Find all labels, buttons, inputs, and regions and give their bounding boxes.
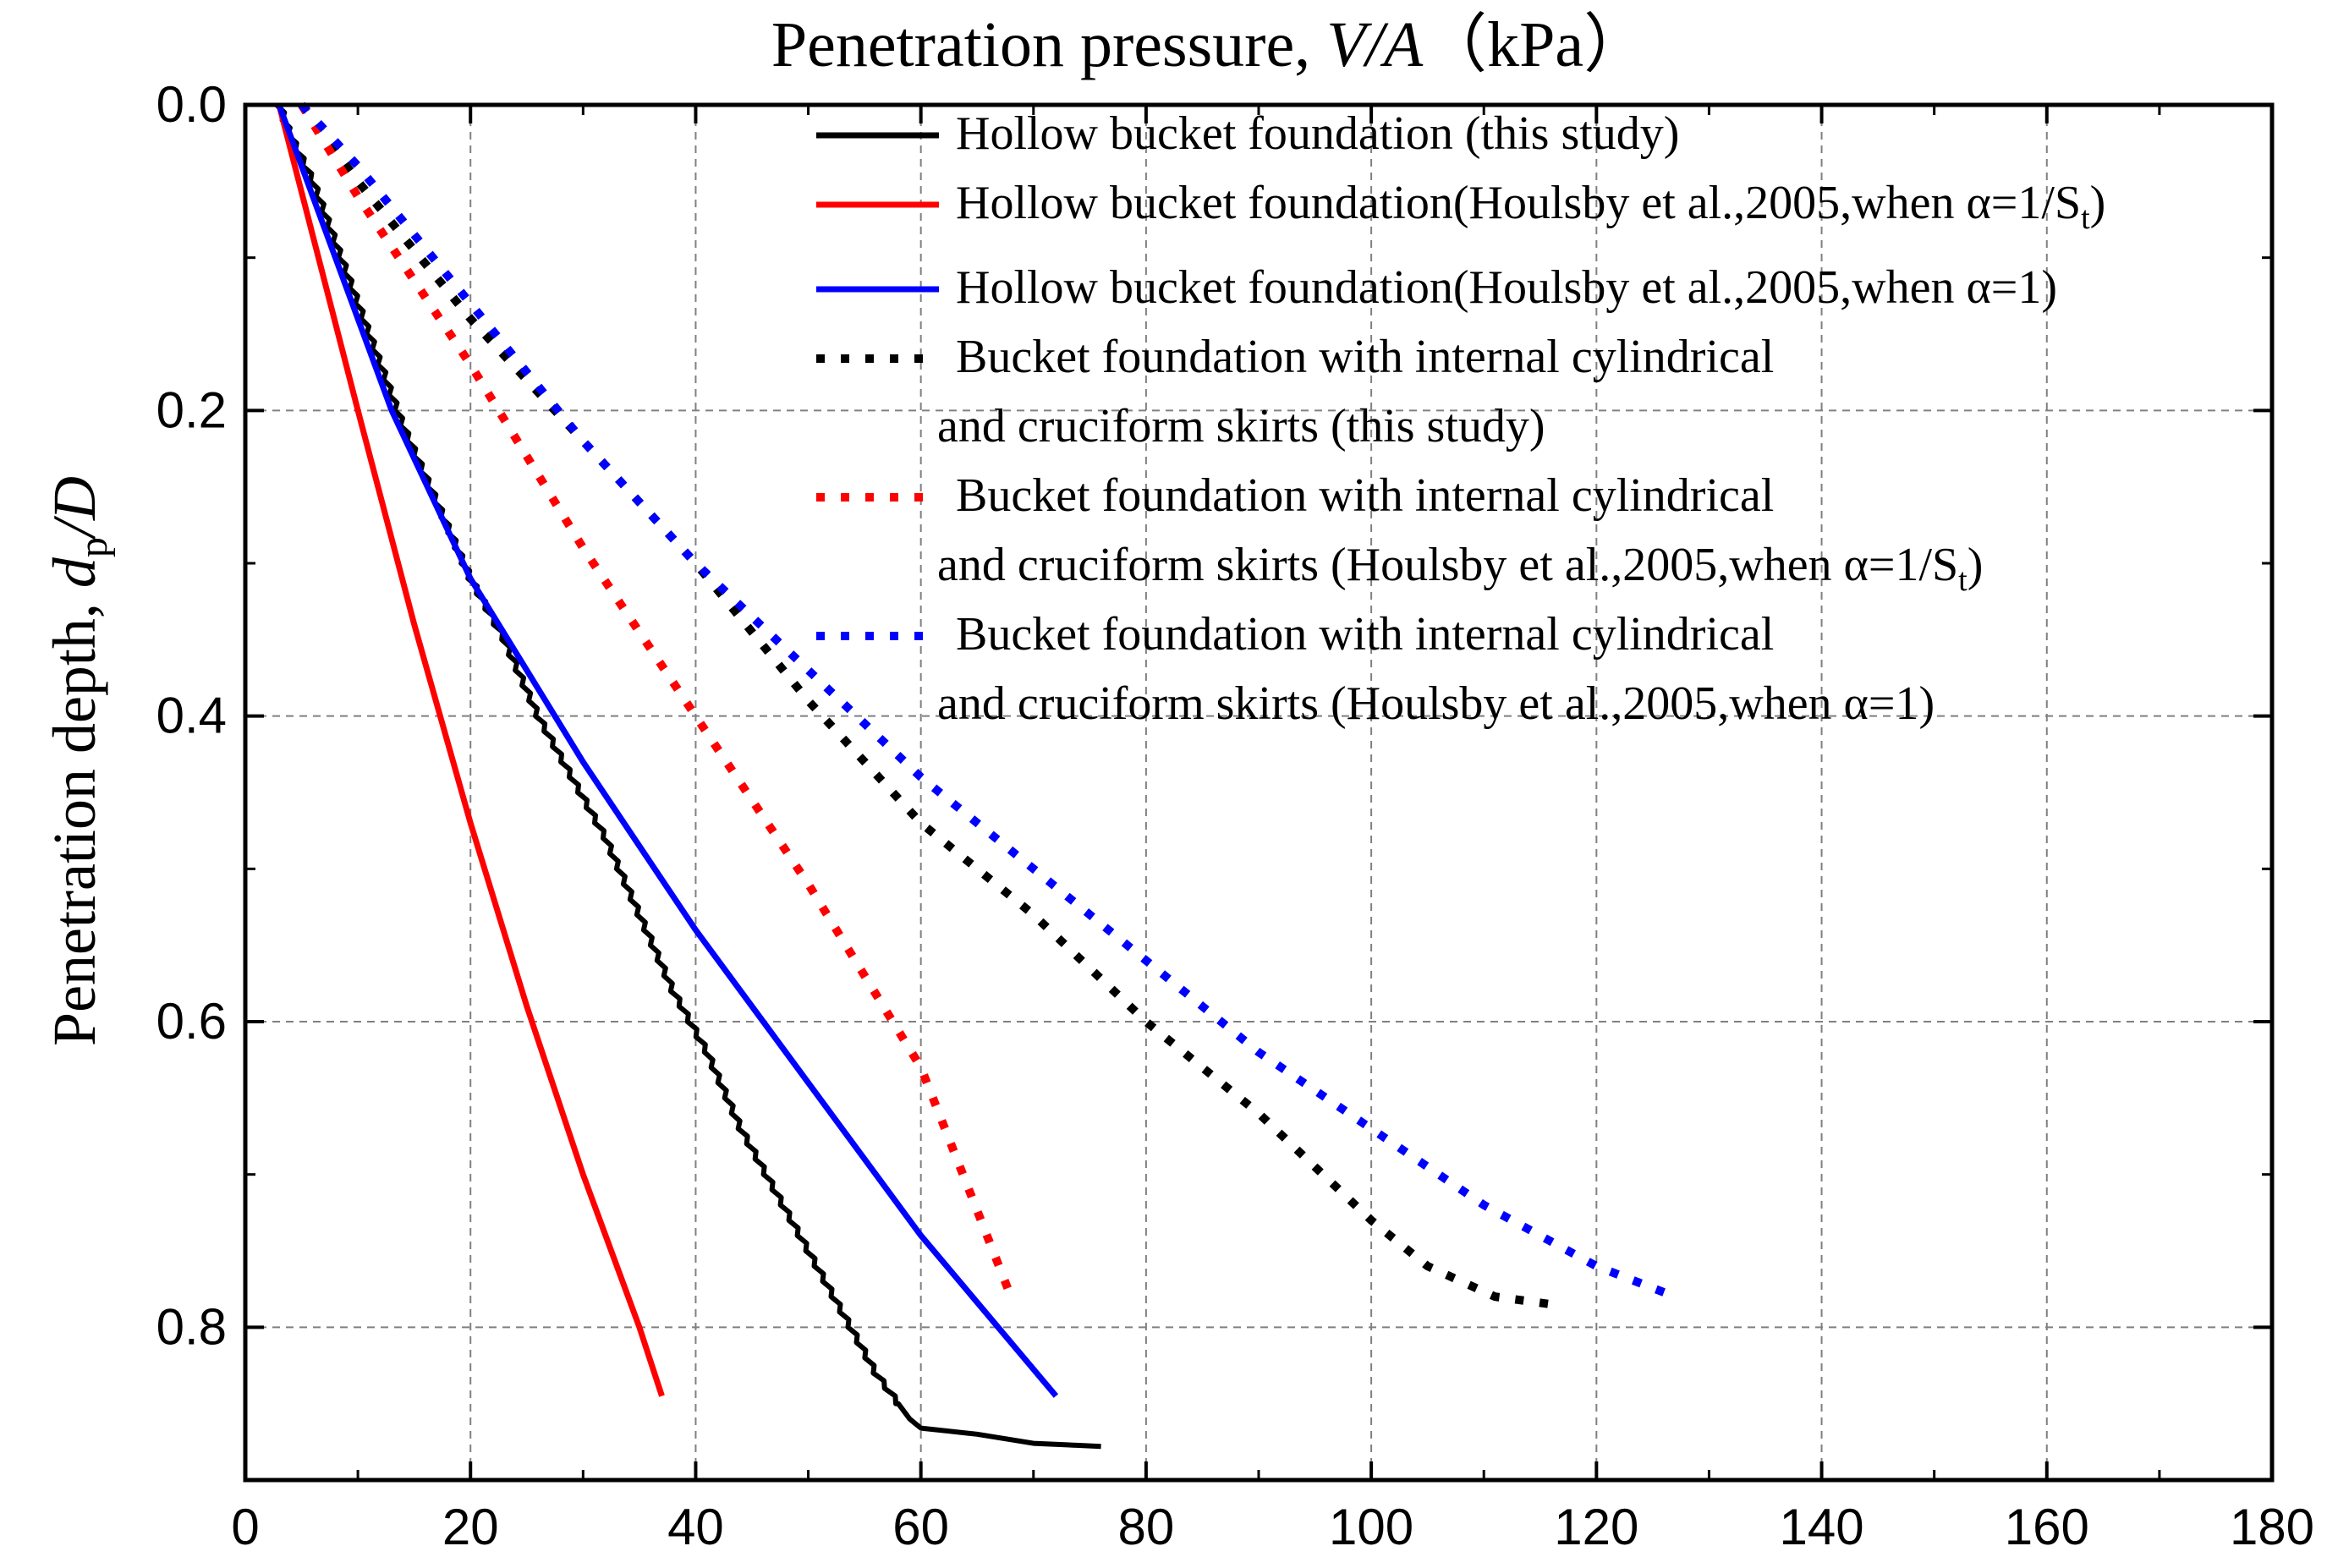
chart-title-unit: （kPa） — [1423, 9, 1648, 80]
legend-label-4-line2: and cruciform skirts (this study) — [937, 400, 1545, 452]
legend-label-4: Bucket foundation with internal cylindri… — [956, 331, 1774, 383]
y-tick-label: 0.6 — [156, 993, 227, 1050]
chart-title: Penetration pressure, V/A（kPa） — [771, 9, 1648, 80]
x-tick-label: 140 — [1780, 1499, 1864, 1555]
legend-label-6-line2: and cruciform skirts (Houlsby et al.,200… — [937, 677, 1935, 730]
legend: Hollow bucket foundation (this study) Hol… — [816, 107, 2105, 730]
legend-label-5: Bucket foundation with internal cylindri… — [956, 469, 1774, 522]
y-axis-label-var: d — [41, 556, 108, 588]
legend-label-3: Hollow bucket foundation(Houlsby et al.,… — [956, 261, 2057, 314]
axis-layer: 0 20 40 60 80 100 120 140 160 180 0.0 0.2 0.4 0.6 0.8 — [156, 76, 2314, 1555]
y-tick-label: 0.4 — [156, 688, 227, 744]
chart-title-var: V/A — [1326, 9, 1424, 80]
x-tick-label: 0 — [231, 1499, 259, 1555]
series-line-1 — [274, 102, 1101, 1450]
legend-label-2: Hollow bucket foundation(Houlsby et al.,… — [956, 177, 2105, 236]
x-tick-label: 160 — [2005, 1499, 2089, 1555]
y-axis-label-sub: p — [71, 537, 116, 557]
series-line-4 — [298, 102, 1552, 1309]
series-line-5 — [298, 102, 1015, 1299]
x-tick-label: 80 — [1118, 1499, 1175, 1555]
legend-label-1: Hollow bucket foundation (this study) — [956, 107, 1679, 160]
series-layer — [274, 101, 1677, 1450]
x-tick-label: 60 — [892, 1499, 949, 1555]
series-line-2 — [276, 104, 665, 1397]
x-tick-label: 180 — [2230, 1499, 2314, 1555]
y-axis-label-prefix: Penetration depth, — [41, 588, 108, 1046]
legend-label-6: Bucket foundation with internal cylindri… — [956, 608, 1774, 661]
x-tick-label: 100 — [1329, 1499, 1413, 1555]
y-axis-label: Penetration depth, dp/D — [41, 476, 116, 1046]
y-axis-label-suffix: /D — [41, 476, 108, 540]
chart-title-prefix: Penetration pressure, — [771, 9, 1326, 80]
y-tick-label: 0.0 — [156, 76, 227, 133]
legend-label-5-line2: and cruciform skirts (Houlsby et al.,200… — [937, 539, 1983, 598]
series-line-6 — [298, 101, 1677, 1301]
y-tick-label: 0.8 — [156, 1298, 227, 1355]
x-tick-label: 120 — [1554, 1499, 1638, 1555]
x-tick-label: 20 — [442, 1499, 499, 1555]
series-line-3 — [276, 103, 1059, 1398]
y-tick-label: 0.2 — [156, 381, 227, 438]
x-tick-label: 40 — [667, 1499, 724, 1555]
